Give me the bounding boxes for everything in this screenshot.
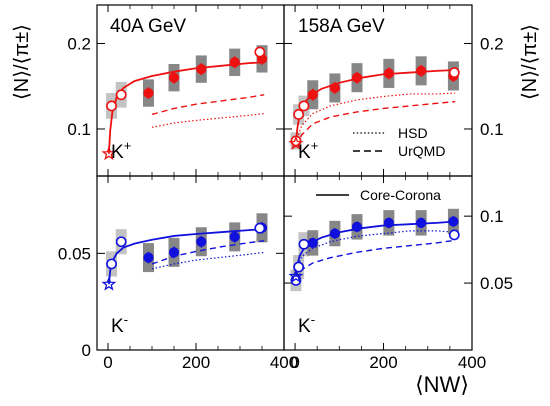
data-point-filled bbox=[307, 237, 318, 249]
y-tick-label-right: 0.1 bbox=[480, 207, 504, 226]
data-point-filled bbox=[143, 87, 154, 99]
core-corona-curve bbox=[295, 220, 456, 277]
x-tick-label: 400 bbox=[270, 353, 298, 372]
legend-hsd-label: HSD bbox=[398, 125, 428, 141]
y-tick-label: 0.2 bbox=[67, 34, 91, 53]
urqmd-curve bbox=[295, 100, 456, 147]
particle-label: K- bbox=[298, 312, 315, 337]
data-point-filled bbox=[196, 236, 207, 247]
panel-title: 158A GeV bbox=[298, 16, 385, 37]
data-point-filled bbox=[229, 231, 240, 242]
y-axis-label-left: ⟨N⟩/⟨π±⟩ bbox=[11, 24, 33, 100]
x-axis-label: ⟨NW⟩ bbox=[415, 372, 469, 397]
data-point-filled bbox=[416, 65, 427, 76]
data-point-open bbox=[115, 89, 127, 101]
data-point-filled bbox=[168, 247, 180, 258]
data-point-open bbox=[293, 261, 304, 273]
particle-label: K+ bbox=[111, 138, 131, 163]
data-point-open bbox=[106, 100, 117, 112]
data-point-open bbox=[115, 236, 127, 248]
data-point-star bbox=[101, 145, 117, 161]
x-tick-label: 200 bbox=[369, 353, 397, 372]
data-point-filled bbox=[329, 82, 340, 94]
data-point-filled bbox=[351, 72, 363, 83]
particle-label: K- bbox=[111, 312, 128, 337]
hsd-curve bbox=[151, 251, 265, 270]
data-point-filled bbox=[168, 72, 180, 83]
data-point-star bbox=[288, 135, 304, 150]
core-corona-curve bbox=[107, 228, 265, 285]
legend-model: HSD UrQMD bbox=[353, 125, 445, 159]
data-point-open bbox=[293, 109, 304, 120]
data-point-open bbox=[106, 258, 117, 270]
data-point-star bbox=[288, 268, 304, 283]
panel-kminus-158: 0 200 400 0.05 0.1 K- bbox=[283, 175, 513, 372]
legend-core-corona-label: Core-Corona bbox=[360, 187, 441, 203]
urqmd-curve bbox=[295, 239, 456, 281]
x-tick-label: 0 bbox=[103, 353, 112, 372]
x-tick-label: 0 bbox=[290, 353, 299, 372]
data-point-filled bbox=[416, 217, 427, 228]
urqmd-curve bbox=[151, 240, 265, 265]
y-tick-label: 0.05 bbox=[58, 244, 91, 263]
data-point-filled bbox=[307, 89, 318, 100]
data-point-filled bbox=[351, 221, 363, 232]
core-corona-curve bbox=[107, 61, 265, 154]
y-axis-label-right: ⟨N⟩/⟨π±⟩ bbox=[519, 24, 541, 100]
panel-frame bbox=[283, 175, 473, 351]
data-point-open bbox=[448, 229, 460, 241]
data-point-filled bbox=[196, 64, 207, 75]
y-tick-label-right: 0.05 bbox=[480, 274, 513, 293]
y-tick-label: 0 bbox=[82, 341, 91, 360]
y-tick-label: 0.1 bbox=[67, 120, 91, 139]
data-point-open bbox=[298, 238, 310, 250]
legend-urqmd-label: UrQMD bbox=[398, 143, 445, 159]
data-point-open bbox=[448, 67, 460, 78]
particle-label: K+ bbox=[298, 138, 318, 163]
data-point-open bbox=[298, 100, 310, 112]
panel-kplus-158: 0.1 0.2 158A GeV K+ bbox=[283, 4, 504, 177]
y-tick-label-right: 0.1 bbox=[480, 120, 504, 139]
panel-kplus-40: 0.1 0.2 40A GeV K+ bbox=[67, 4, 285, 177]
y-tick-label-right: 0.2 bbox=[480, 34, 504, 53]
x-tick-label: 400 bbox=[458, 353, 486, 372]
legend-core-corona: Core-Corona bbox=[316, 187, 441, 203]
data-point-filled bbox=[329, 228, 340, 239]
hsd-curve bbox=[295, 92, 456, 143]
hsd-curve bbox=[295, 230, 456, 273]
data-point-open bbox=[254, 222, 266, 234]
data-point-filled bbox=[143, 252, 154, 263]
data-point-filled bbox=[448, 216, 459, 227]
hsd-curve bbox=[151, 112, 265, 128]
data-point-filled bbox=[229, 57, 240, 68]
data-point-filled bbox=[383, 68, 394, 79]
urqmd-curve bbox=[151, 94, 265, 116]
data-point-filled bbox=[383, 217, 394, 228]
panel-title: 40A GeV bbox=[110, 16, 186, 37]
data-point-open bbox=[254, 46, 266, 58]
x-tick-label: 200 bbox=[182, 353, 210, 372]
data-point-star bbox=[101, 276, 117, 291]
